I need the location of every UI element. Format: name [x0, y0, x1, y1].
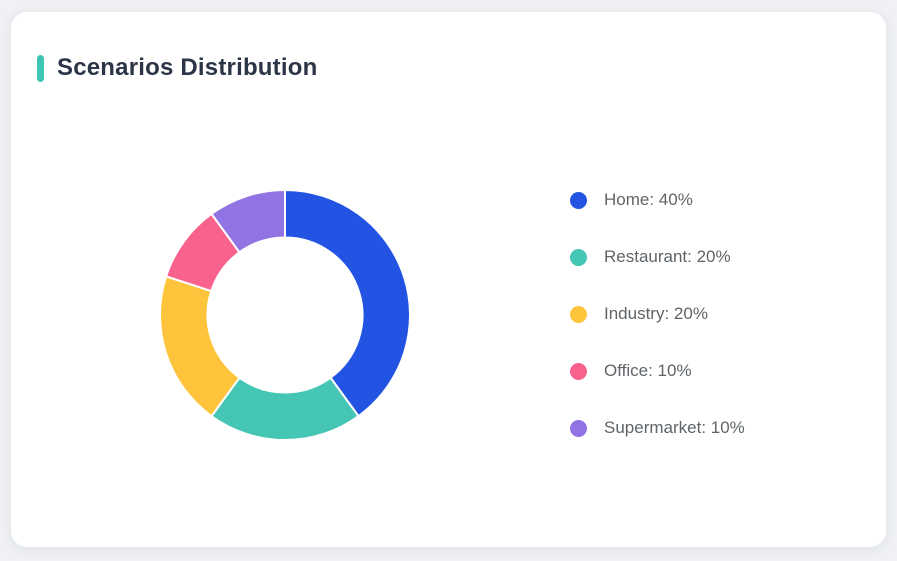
legend-color-dot-icon: [570, 305, 587, 323]
donut-chart: [159, 189, 411, 441]
legend-color-dot-icon: [570, 191, 587, 209]
donut-segment-industry[interactable]: [159, 275, 241, 418]
legend-item-restaurant[interactable]: Restaurant: 20%: [570, 247, 745, 267]
legend-color-dot-icon: [570, 362, 587, 380]
legend-label: Industry: 20%: [604, 304, 708, 323]
legend-item-office[interactable]: Office: 10%: [570, 361, 745, 381]
legend-label: Office: 10%: [604, 361, 692, 380]
card-title: Scenarios Distribution: [57, 54, 318, 81]
donut-segment-supermarket[interactable]: [210, 189, 286, 254]
legend-color-dot-icon: [570, 419, 587, 437]
legend-item-industry[interactable]: Industry: 20%: [570, 304, 745, 324]
legend-label: Home: 40%: [604, 190, 693, 209]
title-accent-bar: [37, 54, 44, 82]
legend-label: Restaurant: 20%: [604, 247, 731, 266]
card-header: Scenarios Distribution: [37, 54, 317, 82]
chart-legend: Home: 40% Restaurant: 20% Industry: 20% Off…: [570, 190, 745, 438]
legend-item-home[interactable]: Home: 40%: [570, 190, 745, 210]
legend-label: Supermarket: 10%: [604, 418, 745, 437]
legend-item-supermarket[interactable]: Supermarket: 10%: [570, 418, 745, 438]
legend-color-dot-icon: [570, 248, 587, 266]
donut-segment-home[interactable]: [284, 189, 411, 418]
scenarios-distribution-card: Scenarios Distribution Home: 40% Restaura…: [11, 12, 886, 547]
